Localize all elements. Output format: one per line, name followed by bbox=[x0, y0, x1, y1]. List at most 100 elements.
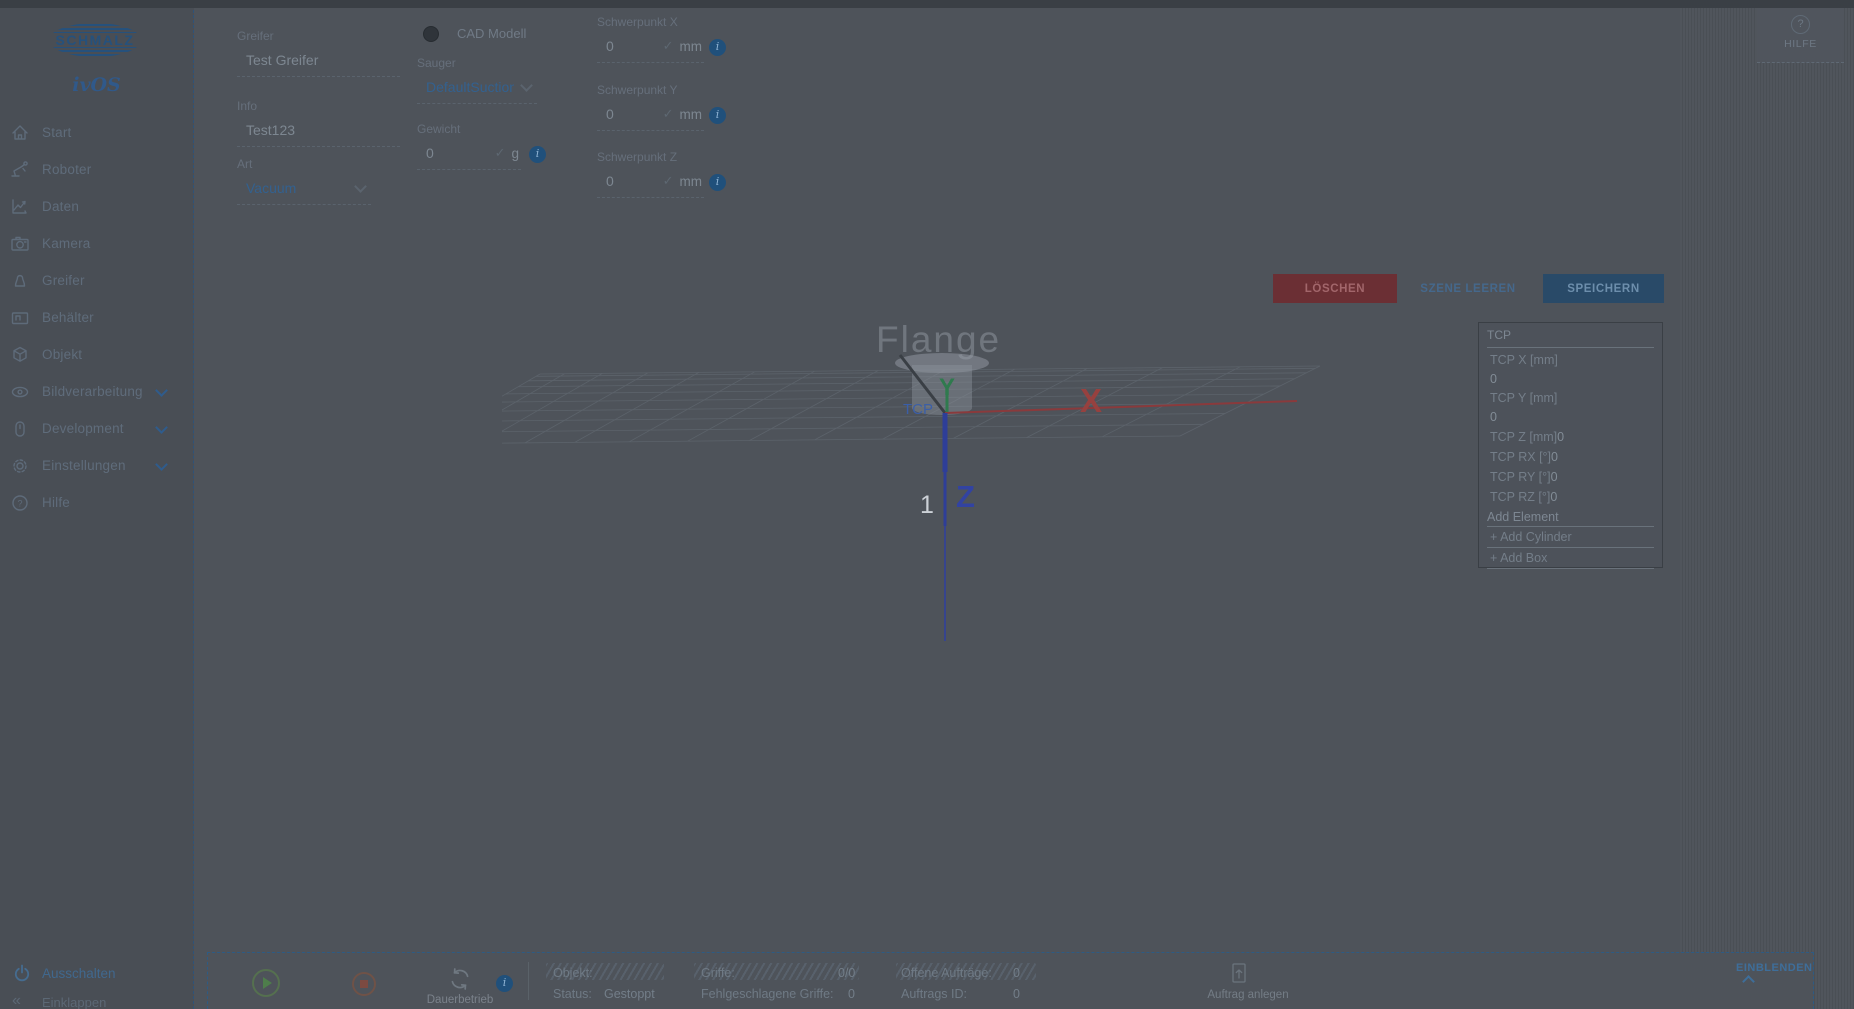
info-icon[interactable]: i bbox=[709, 39, 726, 56]
sidebar-item-greifer[interactable]: Greifer bbox=[0, 269, 193, 296]
axis-shadow bbox=[898, 354, 947, 414]
chevron-down-icon bbox=[155, 421, 168, 434]
sidebar-item-development[interactable]: Development bbox=[0, 417, 193, 444]
sidebar-item-roboter[interactable]: Roboter bbox=[0, 158, 193, 185]
gear-icon bbox=[10, 456, 30, 476]
question-icon: ? bbox=[10, 493, 30, 513]
top-edge bbox=[0, 0, 1854, 8]
question-icon: ? bbox=[1791, 15, 1810, 34]
sidebar-item-einstellungen[interactable]: Einstellungen bbox=[0, 454, 193, 481]
delete-button[interactable]: LÖSCHEN bbox=[1273, 274, 1397, 303]
tcp-x-value: 0 bbox=[1490, 372, 1497, 386]
svg-text:?: ? bbox=[17, 499, 22, 509]
greifer-field: Greifer Test Greifer bbox=[237, 29, 400, 77]
create-order-icon bbox=[1232, 963, 1246, 983]
power-off-button[interactable]: Ausschalten bbox=[12, 963, 116, 985]
offene-auftraege-label: Offene Aufträge: bbox=[901, 966, 992, 980]
camera-icon bbox=[10, 234, 30, 254]
suction-cup-icon bbox=[10, 271, 30, 291]
sauger-field: Sauger DefaultSuctionC bbox=[417, 56, 537, 104]
art-field: Art Vacuum bbox=[237, 157, 371, 205]
mouse-icon bbox=[10, 419, 30, 439]
save-button[interactable]: SPEICHERN bbox=[1543, 274, 1664, 303]
sidebar-item-kamera[interactable]: Kamera bbox=[0, 232, 193, 259]
divider bbox=[528, 962, 529, 1000]
info-icon[interactable]: i bbox=[529, 146, 546, 163]
auftrags-id-label: Auftrags ID: bbox=[901, 987, 967, 1001]
chevron-down-icon bbox=[155, 384, 168, 397]
sauger-dropdown[interactable]: DefaultSuctionC bbox=[417, 79, 537, 104]
auftrags-id-value: 0 bbox=[1013, 987, 1020, 1001]
tcp-rz-row: TCP RZ [°]0 bbox=[1490, 490, 1558, 504]
chevron-down-icon bbox=[520, 79, 533, 92]
fehlgeschlagene-label: Fehlgeschlagene Griffe: bbox=[701, 987, 834, 1001]
add-box-button[interactable]: + Add Box bbox=[1487, 548, 1654, 569]
sidebar-item-hilfe[interactable]: ? Hilfe bbox=[0, 491, 193, 518]
chevron-down-icon bbox=[155, 458, 168, 471]
offene-auftraege-value: 0 bbox=[1013, 966, 1020, 980]
sidebar-item-bildverarbeitung[interactable]: Bildverarbeitung bbox=[0, 380, 193, 407]
check-icon: ✓ bbox=[494, 145, 506, 160]
create-order-button[interactable] bbox=[1228, 962, 1268, 988]
griffe-shimmer bbox=[694, 963, 859, 980]
robot-arm-icon bbox=[10, 160, 30, 180]
status-bar: Dauerbetrieb i Objekt: Status: Gestoppt … bbox=[207, 952, 1814, 1009]
info-icon[interactable]: i bbox=[709, 174, 726, 191]
gewicht-input[interactable]: 0 ✓ g bbox=[417, 145, 521, 170]
create-order-label[interactable]: Auftrag anlegen bbox=[1207, 989, 1289, 1001]
tcp-z-row: TCP Z [mm]0 bbox=[1490, 430, 1565, 444]
eye-icon bbox=[10, 382, 30, 402]
info-icon[interactable]: i bbox=[709, 107, 726, 124]
check-icon: ✓ bbox=[662, 38, 674, 53]
greifer-input[interactable]: Test Greifer bbox=[237, 52, 400, 77]
chevron-down-icon bbox=[354, 180, 367, 193]
check-icon: ✓ bbox=[662, 106, 674, 121]
tcp-origin-label: TCP bbox=[903, 401, 933, 418]
gewicht-field: Gewicht 0 ✓ g i bbox=[417, 122, 546, 170]
griffe-value: 0/0 bbox=[838, 966, 856, 980]
axis-z-label: Z bbox=[956, 479, 975, 514]
add-cylinder-button[interactable]: + Add Cylinder bbox=[1487, 527, 1654, 548]
axis-x bbox=[944, 400, 1298, 414]
sidebar-item-objekt[interactable]: Objekt bbox=[0, 343, 193, 370]
art-dropdown[interactable]: Vacuum bbox=[237, 180, 371, 205]
dauerbetrieb-label: Dauerbetrieb bbox=[426, 994, 494, 1006]
info-icon[interactable]: i bbox=[496, 975, 513, 992]
chart-icon bbox=[10, 197, 30, 217]
play-button[interactable] bbox=[252, 969, 280, 997]
schwerpunkt-y-field: Schwerpunkt Y 0 ✓ mm i bbox=[597, 83, 726, 131]
sidebar-item-behaelter[interactable]: Behälter bbox=[0, 306, 193, 333]
home-icon bbox=[10, 123, 30, 143]
schwerpunkt-x-input[interactable]: 0 ✓ mm bbox=[597, 38, 704, 63]
tcp-rx-row: TCP RX [°]0 bbox=[1490, 450, 1558, 464]
continuous-mode-button[interactable] bbox=[447, 966, 473, 992]
clear-scene-button[interactable]: SZENE LEEREN bbox=[1420, 282, 1516, 295]
logo-text: SCHMALZ bbox=[56, 32, 135, 48]
chevron-up-icon bbox=[1742, 975, 1755, 988]
sidebar-item-start[interactable]: Start bbox=[0, 121, 193, 148]
stop-icon bbox=[360, 980, 368, 988]
product-name: ivOS bbox=[72, 74, 121, 96]
tcp-y-value: 0 bbox=[1490, 410, 1497, 424]
element-marker: 1 bbox=[920, 491, 934, 519]
schwerpunkt-z-input[interactable]: 0 ✓ mm bbox=[597, 173, 704, 198]
tcp-panel-title: TCP bbox=[1487, 328, 1654, 348]
stop-button[interactable] bbox=[352, 972, 376, 996]
3d-viewport[interactable]: Flange TCP Y X Z 1 bbox=[420, 270, 1340, 670]
sidebar-item-daten[interactable]: Daten bbox=[0, 195, 193, 222]
cad-modell-field: CAD Modell bbox=[423, 25, 583, 43]
power-icon bbox=[14, 964, 30, 982]
check-icon: ✓ bbox=[662, 173, 674, 188]
info-input[interactable]: Test123 bbox=[237, 122, 400, 147]
status-label: Status: bbox=[553, 987, 592, 1001]
tcp-y-label: TCP Y [mm] bbox=[1490, 391, 1558, 405]
show-panel-button[interactable]: EINBLENDEN bbox=[1736, 962, 1813, 988]
help-button[interactable]: ? HILFE bbox=[1757, 8, 1844, 63]
cad-modell-toggle[interactable] bbox=[423, 26, 439, 42]
sidebar: SCHMALZ ivOS Start Roboter Daten Kamera bbox=[0, 0, 194, 1009]
auftraege-shimmer bbox=[896, 963, 1036, 980]
axis-y-label: Y bbox=[939, 374, 955, 401]
schwerpunkt-z-field: Schwerpunkt Z 0 ✓ mm i bbox=[597, 150, 726, 198]
tcp-ry-row: TCP RY [°]0 bbox=[1490, 470, 1558, 484]
schwerpunkt-y-input[interactable]: 0 ✓ mm bbox=[597, 106, 704, 131]
